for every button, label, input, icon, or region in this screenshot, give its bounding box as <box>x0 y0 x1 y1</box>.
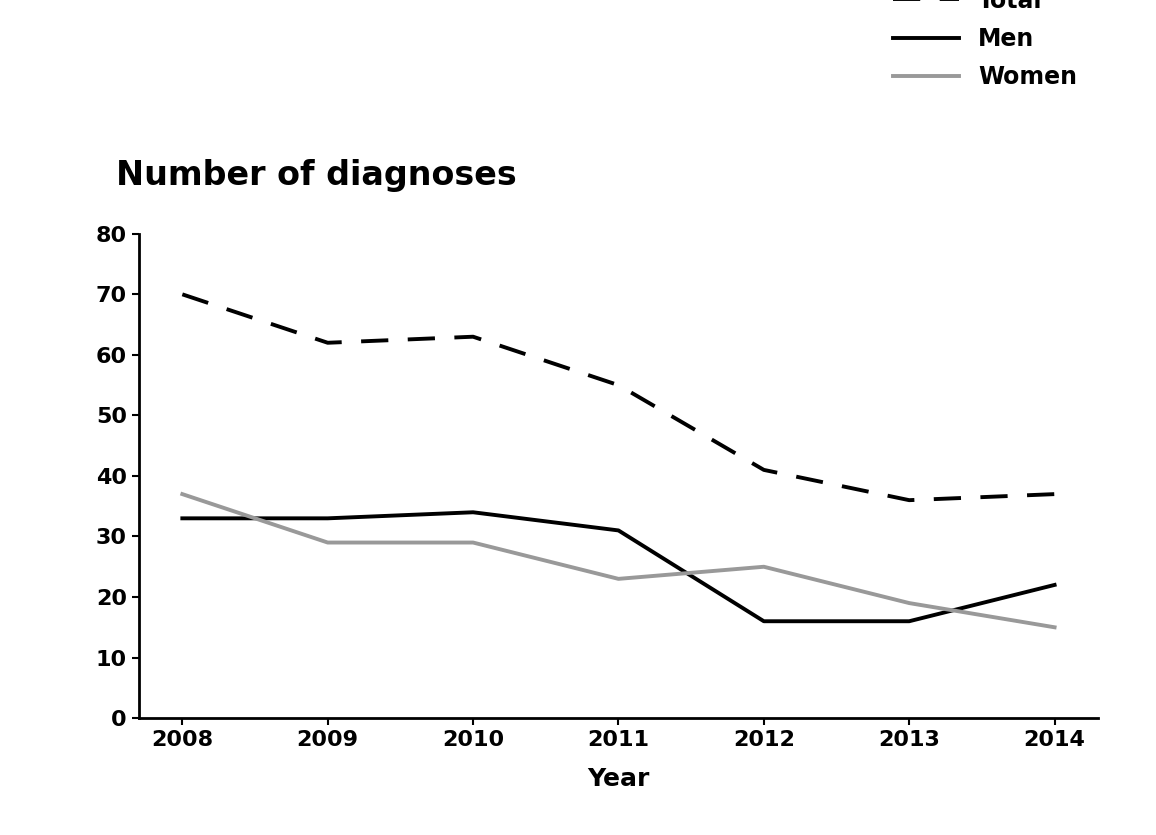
Total <box>176 290 190 300</box>
Text: Number of diagnoses: Number of diagnoses <box>116 159 517 192</box>
Women <box>612 574 625 584</box>
Men <box>320 514 334 524</box>
Total <box>1047 489 1061 499</box>
Men <box>612 525 625 535</box>
Women <box>176 489 190 499</box>
Men <box>176 514 190 524</box>
X-axis label: Year: Year <box>587 767 650 791</box>
Total <box>903 495 917 505</box>
Women <box>903 598 917 608</box>
Total <box>466 331 480 342</box>
Line: Men: Men <box>183 513 1054 621</box>
Total <box>757 465 771 475</box>
Legend: Total, Men, Women: Total, Men, Women <box>883 0 1087 99</box>
Line: Total: Total <box>183 295 1054 500</box>
Total <box>320 338 334 348</box>
Men <box>757 616 771 626</box>
Women <box>320 538 334 548</box>
Line: Women: Women <box>183 494 1054 627</box>
Women <box>757 562 771 572</box>
Total <box>612 380 625 390</box>
Men <box>466 508 480 518</box>
Women <box>466 538 480 548</box>
Men <box>903 616 917 626</box>
Men <box>1047 579 1061 590</box>
Women <box>1047 622 1061 632</box>
